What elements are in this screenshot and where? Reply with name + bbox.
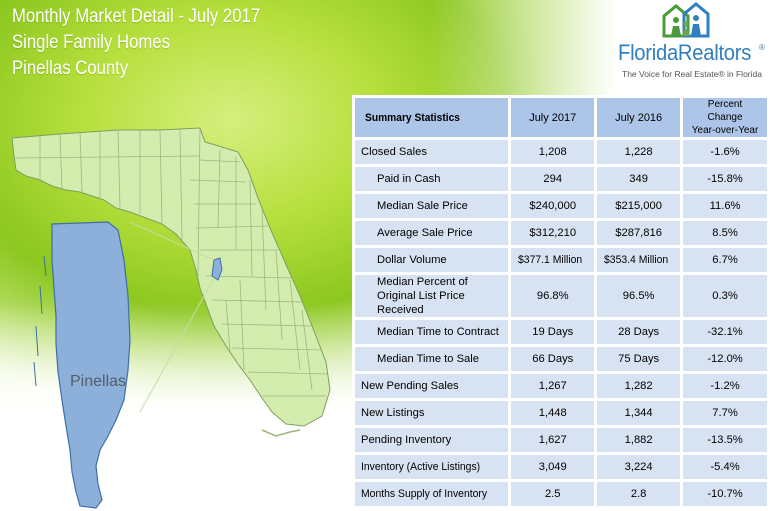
row-percent-change: 0.3% (683, 275, 767, 317)
row-current-value: 1,267 (511, 374, 595, 398)
table-row: Average Sale Price $312,210 $287,816 8.5… (355, 221, 767, 245)
row-percent-change: 11.6% (683, 194, 767, 218)
row-percent-change: 8.5% (683, 221, 767, 245)
logo-tagline: The Voice for Real Estate® in Florida (622, 69, 762, 79)
table-header-row: Summary Statistics July 2017 July 2016 P… (355, 98, 767, 137)
summary-statistics-table: Summary Statistics July 2017 July 2016 P… (352, 95, 770, 509)
table-row: Months Supply of Inventory 2.5 2.8 -10.7… (355, 482, 767, 506)
table-row: New Pending Sales 1,267 1,282 -1.2% (355, 374, 767, 398)
row-previous-value: $287,816 (597, 221, 681, 245)
row-current-value: 66 Days (511, 347, 595, 371)
row-previous-value: 349 (597, 167, 681, 191)
row-label: Pending Inventory (355, 428, 509, 452)
logo-registered-mark: ® (759, 43, 765, 52)
row-label: Dollar Volume (355, 248, 509, 272)
report-title: Monthly Market Detail - July 2017 (12, 6, 261, 27)
row-previous-value: 1,882 (597, 428, 681, 452)
table-row: Paid in Cash 294 349 -15.8% (355, 167, 767, 191)
row-label: Months Supply of Inventory (355, 482, 509, 506)
map-callout-lines (129, 221, 215, 413)
row-percent-change: 7.7% (683, 401, 767, 425)
row-percent-change: 6.7% (683, 248, 767, 272)
row-label: Median Sale Price (355, 194, 509, 218)
row-percent-change: -10.7% (683, 482, 767, 506)
row-previous-value: 1,228 (597, 140, 681, 164)
row-current-value: 2.5 (511, 482, 595, 506)
row-previous-value: 1,282 (597, 374, 681, 398)
table-row: Median Percent of Original List Price Re… (355, 275, 767, 317)
pinellas-zoom-shape (51, 221, 131, 509)
row-label: Median Time to Sale (355, 347, 509, 371)
row-previous-value: $215,000 (597, 194, 681, 218)
table-row: Closed Sales 1,208 1,228 -1.6% (355, 140, 767, 164)
header-current-period: July 2017 (511, 98, 595, 137)
row-current-value: $377.1 Million (511, 248, 595, 272)
table-row: Dollar Volume $377.1 Million $353.4 Mill… (355, 248, 767, 272)
row-previous-value: 96.5% (597, 275, 681, 317)
florida-realtors-logo: FloridaRealtors ® The Voice for Real Est… (614, 2, 765, 82)
header-summary-statistics: Summary Statistics (355, 98, 509, 137)
row-previous-value: 3,224 (597, 455, 681, 479)
table-row: New Listings 1,448 1,344 7.7% (355, 401, 767, 425)
florida-county-map (11, 127, 331, 509)
header-previous-period: July 2016 (597, 98, 681, 137)
row-current-value: $312,210 (511, 221, 595, 245)
property-type: Single Family Homes (12, 32, 170, 53)
table-row: Median Sale Price $240,000 $215,000 11.6… (355, 194, 767, 218)
row-percent-change: -12.0% (683, 347, 767, 371)
row-label: New Listings (355, 401, 509, 425)
row-percent-change: -32.1% (683, 320, 767, 344)
row-percent-change: -1.6% (683, 140, 767, 164)
county-name: Pinellas County (12, 58, 129, 79)
row-previous-value: 28 Days (597, 320, 681, 344)
row-label: Paid in Cash (355, 167, 509, 191)
row-percent-change: -1.2% (683, 374, 767, 398)
header-percent-change: Percent Change Year-over-Year (683, 98, 767, 137)
row-current-value: 19 Days (511, 320, 595, 344)
row-label: Average Sale Price (355, 221, 509, 245)
pinellas-map-label: Pinellas (70, 373, 127, 390)
row-label: Median Percent of Original List Price Re… (355, 275, 509, 317)
table-row: Median Time to Sale 66 Days 75 Days -12.… (355, 347, 767, 371)
row-label: Closed Sales (355, 140, 509, 164)
county-borders (13, 127, 329, 397)
row-current-value: 1,208 (511, 140, 595, 164)
row-previous-value: 75 Days (597, 347, 681, 371)
pinellas-county-highlight (211, 257, 223, 281)
logo-wordmark: FloridaRealtors (618, 40, 752, 65)
table-row: Inventory (Active Listings) 3,049 3,224 … (355, 455, 767, 479)
row-current-value: 1,627 (511, 428, 595, 452)
row-percent-change: -13.5% (683, 428, 767, 452)
row-label: Inventory (Active Listings) (355, 455, 509, 479)
row-current-value: 96.8% (511, 275, 595, 317)
row-previous-value: 2.8 (597, 482, 681, 506)
row-previous-value: $353.4 Million (597, 248, 681, 272)
row-previous-value: 1,344 (597, 401, 681, 425)
report-titles: Monthly Market Detail - July 2017 Single… (12, 4, 260, 82)
row-current-value: 294 (511, 167, 595, 191)
row-current-value: 1,448 (511, 401, 595, 425)
row-label: New Pending Sales (355, 374, 509, 398)
row-label: Median Time to Contract (355, 320, 509, 344)
row-percent-change: -15.8% (683, 167, 767, 191)
row-current-value: $240,000 (511, 194, 595, 218)
row-current-value: 3,049 (511, 455, 595, 479)
table-row: Median Time to Contract 19 Days 28 Days … (355, 320, 767, 344)
row-percent-change: -5.4% (683, 455, 767, 479)
houses-icon (662, 2, 710, 38)
table-row: Pending Inventory 1,627 1,882 -13.5% (355, 428, 767, 452)
pinellas-coast-islands (33, 255, 47, 387)
